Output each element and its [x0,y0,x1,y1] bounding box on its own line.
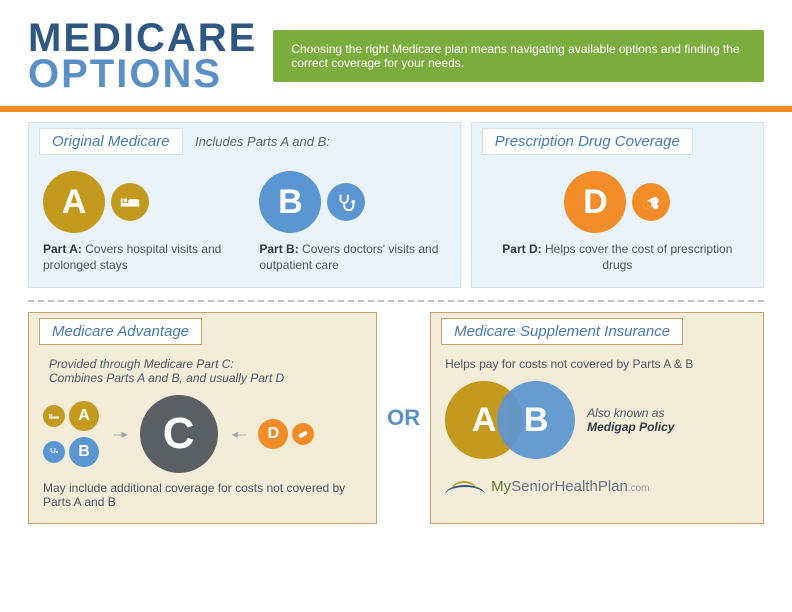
part-d-badge: D [564,171,626,233]
stethoscope-icon [43,441,65,463]
title-line-1: MEDICARE [28,20,257,56]
panel-heading: Original Medicare [39,128,183,155]
arrow-icon: - - -▸ [113,427,126,441]
adv-footnote: May include additional coverage for cost… [43,481,362,509]
mini-b-badge: B [69,437,99,467]
bed-icon [111,183,149,221]
header: MEDICARE OPTIONS Choosing the right Medi… [0,0,792,100]
mini-d-badge: D [258,419,288,449]
page-title: MEDICARE OPTIONS [28,20,257,92]
title-line-2: OPTIONS [28,56,257,92]
brand-logo: MySeniorHealthPlan.com [445,477,749,495]
mini-a-badge: A [69,401,99,431]
venn-b: B [497,381,575,459]
row-top: Original Medicare Includes Parts A and B… [0,122,792,288]
supp-lead: Helps pay for costs not covered by Parts… [445,357,749,371]
panel-heading: Prescription Drug Coverage [482,128,693,155]
adv-lead: Provided through Medicare Part C:Combine… [49,357,362,385]
row-bottom: Medicare Advantage Provided through Medi… [0,312,792,524]
panel-medicare-advantage: Medicare Advantage Provided through Medi… [28,312,377,524]
mini-a: A [43,401,99,431]
logo-arc-icon [445,477,485,495]
part-a-badge: A [43,171,105,233]
divider-orange [0,106,792,112]
tagline: Choosing the right Medicare plan means n… [273,30,764,82]
venn-diagram: A B [445,381,575,459]
part-a-desc: Part A: Covers hospital visits and prolo… [43,241,229,273]
panel-original-medicare: Original Medicare Includes Parts A and B… [28,122,461,288]
stethoscope-icon [327,183,365,221]
panel-supplement: Medicare Supplement Insurance Helps pay … [430,312,764,524]
divider-dashed [28,300,764,302]
mini-b: B [43,437,99,467]
panel-subnote: Includes Parts A and B: [195,134,330,149]
pill-icon [632,183,670,221]
panel-heading: Medicare Advantage [39,318,202,345]
or-label: OR [385,405,422,431]
mini-d: D [258,419,314,449]
arrow-icon: ◂- - - [232,427,245,441]
panel-heading: Medicare Supplement Insurance [441,318,683,345]
part-d-desc: Part D: Helps cover the cost of prescrip… [486,241,749,273]
part-c-badge: C [140,395,218,473]
bed-icon [43,405,65,427]
pill-icon [292,423,314,445]
part-b-badge: B [259,171,321,233]
part-b-desc: Part B: Covers doctors' visits and outpa… [259,241,445,273]
part-b-block: B Part B: Covers doctors' visits and out… [259,171,445,273]
medigap-label: Also known asMedigap Policy [587,406,674,434]
panel-prescription: Prescription Drug Coverage D Part D: Hel… [471,122,764,288]
part-a-block: A Part A: Covers hospital visits and pro… [43,171,229,273]
